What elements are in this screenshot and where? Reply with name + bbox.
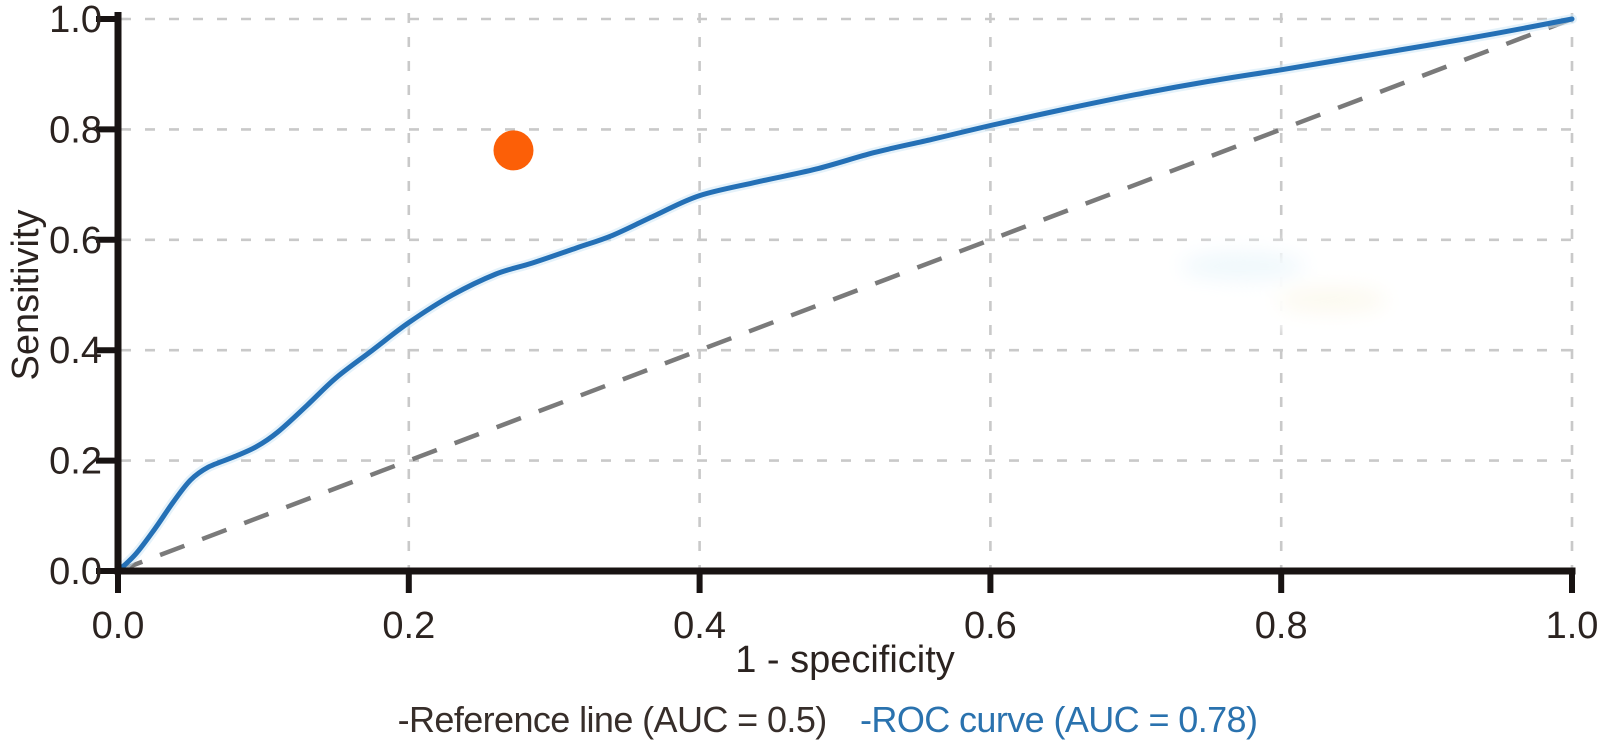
- y-tick-label: 0.0: [49, 551, 102, 593]
- legend-roc-curve-label: -ROC curve (AUC = 0.78): [860, 699, 1258, 740]
- x-tick-label: 0.6: [964, 605, 1017, 647]
- y-tick-label: 0.4: [49, 330, 102, 372]
- y-tick-label: 1.0: [49, 0, 102, 41]
- y-axis-label: Sensitivity: [5, 209, 47, 380]
- legend-reference-line-label: -Reference line (AUC = 0.5): [397, 699, 828, 740]
- chart-legend-items: -Reference line (AUC = 0.5) -ROC curve (…: [398, 699, 1258, 741]
- y-tick-label: 0.8: [49, 109, 102, 151]
- cutoff-point-marker: [493, 130, 534, 171]
- x-axis-label: 1 - specificity: [735, 639, 955, 681]
- y-tick-label: 0.6: [49, 220, 102, 262]
- roc-curve-path: [115, 16, 1575, 574]
- chart-legend: -Reference line (AUC = 0.5) -ROC curve (…: [0, 699, 1609, 741]
- y-tick-label: 0.2: [49, 441, 102, 483]
- erased-watermark-smudge: [1115, 246, 1396, 334]
- x-tick-label: 0.2: [382, 605, 435, 647]
- x-tick-label: 0.0: [92, 605, 145, 647]
- x-tick-label: 1.0: [1546, 605, 1599, 647]
- x-tick-label: 0.8: [1255, 605, 1308, 647]
- reference-line-path: [117, 16, 1573, 574]
- x-tick-label: 0.4: [673, 605, 726, 647]
